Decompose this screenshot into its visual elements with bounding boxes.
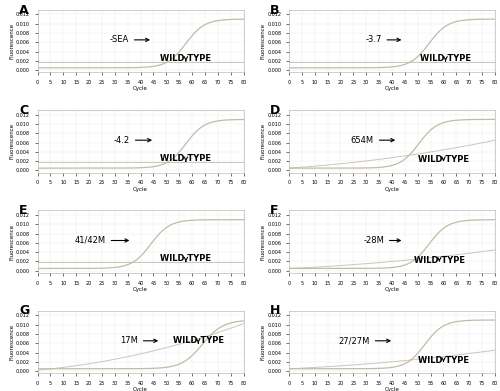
X-axis label: Cycle: Cycle: [133, 387, 148, 391]
Text: A: A: [19, 4, 28, 16]
X-axis label: Cycle: Cycle: [384, 187, 400, 192]
X-axis label: Cycle: Cycle: [384, 86, 400, 91]
X-axis label: Cycle: Cycle: [384, 387, 400, 391]
Text: WILD TYPE: WILD TYPE: [160, 254, 212, 263]
Text: WILD TYPE: WILD TYPE: [160, 154, 212, 163]
X-axis label: Cycle: Cycle: [133, 187, 148, 192]
Text: WILD TYPE: WILD TYPE: [172, 336, 224, 345]
Text: F: F: [270, 204, 279, 217]
Text: H: H: [270, 305, 280, 317]
Text: B: B: [270, 4, 280, 16]
Text: 654M: 654M: [350, 136, 394, 145]
Y-axis label: Fluorescence: Fluorescence: [261, 124, 266, 160]
Text: C: C: [19, 104, 28, 117]
Text: D: D: [270, 104, 280, 117]
Y-axis label: Fluorescence: Fluorescence: [261, 23, 266, 59]
X-axis label: Cycle: Cycle: [133, 86, 148, 91]
Text: WILD TYPE: WILD TYPE: [414, 256, 465, 265]
Text: G: G: [19, 305, 29, 317]
Text: -28M: -28M: [363, 236, 401, 245]
Text: -4.2: -4.2: [114, 136, 151, 145]
Y-axis label: Fluorescence: Fluorescence: [10, 224, 14, 260]
Y-axis label: Fluorescence: Fluorescence: [10, 324, 14, 360]
Text: -3.7: -3.7: [365, 35, 400, 44]
Y-axis label: Fluorescence: Fluorescence: [10, 124, 14, 160]
X-axis label: Cycle: Cycle: [133, 287, 148, 292]
Y-axis label: Fluorescence: Fluorescence: [261, 324, 266, 360]
Text: WILD TYPE: WILD TYPE: [418, 155, 469, 164]
Text: WILD TYPE: WILD TYPE: [160, 54, 212, 63]
Text: WILD TYPE: WILD TYPE: [420, 54, 471, 63]
Text: E: E: [19, 204, 28, 217]
Text: 27/27M: 27/27M: [338, 336, 390, 345]
Text: WILD TYPE: WILD TYPE: [418, 356, 469, 365]
Text: 41/42M: 41/42M: [74, 236, 128, 245]
Text: 17M: 17M: [120, 336, 157, 345]
Text: -SEA: -SEA: [110, 35, 149, 44]
X-axis label: Cycle: Cycle: [384, 287, 400, 292]
Y-axis label: Fluorescence: Fluorescence: [10, 23, 14, 59]
Y-axis label: Fluorescence: Fluorescence: [261, 224, 266, 260]
